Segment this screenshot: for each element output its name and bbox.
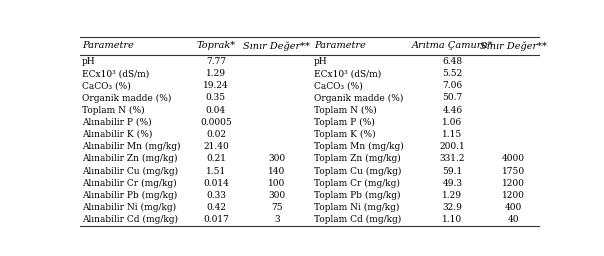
Text: 0.0005: 0.0005 bbox=[200, 118, 232, 127]
Text: Toplam Pb (mg/kg): Toplam Pb (mg/kg) bbox=[313, 191, 400, 200]
Text: 5.52: 5.52 bbox=[442, 69, 463, 78]
Text: Toprak*: Toprak* bbox=[196, 41, 236, 50]
Text: 400: 400 bbox=[504, 203, 522, 212]
Text: 0.33: 0.33 bbox=[206, 191, 226, 200]
Text: 1.29: 1.29 bbox=[206, 69, 226, 78]
Text: 19.24: 19.24 bbox=[203, 81, 229, 90]
Text: 21.40: 21.40 bbox=[203, 142, 229, 151]
Text: 32.9: 32.9 bbox=[442, 203, 462, 212]
Text: Toplam Mn (mg/kg): Toplam Mn (mg/kg) bbox=[313, 142, 403, 151]
Text: Parametre: Parametre bbox=[82, 41, 134, 50]
Text: 6.48: 6.48 bbox=[442, 57, 463, 66]
Text: Toplam Ni (mg/kg): Toplam Ni (mg/kg) bbox=[313, 203, 399, 212]
Text: 140: 140 bbox=[268, 167, 286, 176]
Text: Toplam Cu (mg/kg): Toplam Cu (mg/kg) bbox=[313, 166, 401, 176]
Text: ECx10³ (dS/m): ECx10³ (dS/m) bbox=[313, 69, 381, 78]
Text: 1.29: 1.29 bbox=[442, 191, 462, 200]
Text: 1750: 1750 bbox=[501, 167, 525, 176]
Text: 100: 100 bbox=[268, 179, 286, 188]
Text: 50.7: 50.7 bbox=[442, 93, 463, 102]
Text: Toplam N (%): Toplam N (%) bbox=[313, 106, 376, 115]
Text: 4.46: 4.46 bbox=[442, 106, 463, 115]
Text: Sınır Değer**: Sınır Değer** bbox=[480, 41, 547, 51]
Text: Alınabilir Cr (mg/kg): Alınabilir Cr (mg/kg) bbox=[82, 179, 177, 188]
Text: 7.77: 7.77 bbox=[206, 57, 226, 66]
Text: Alınabilir Cu (mg/kg): Alınabilir Cu (mg/kg) bbox=[82, 166, 178, 176]
Text: 0.42: 0.42 bbox=[206, 203, 226, 212]
Text: 0.017: 0.017 bbox=[203, 215, 229, 224]
Text: Parametre: Parametre bbox=[313, 41, 365, 50]
Text: Toplam Zn (mg/kg): Toplam Zn (mg/kg) bbox=[313, 154, 400, 163]
Text: ECx10³ (dS/m): ECx10³ (dS/m) bbox=[82, 69, 149, 78]
Text: Arıtma Çamuru*: Arıtma Çamuru* bbox=[411, 41, 493, 50]
Text: pH: pH bbox=[82, 57, 95, 66]
Text: Organik madde (%): Organik madde (%) bbox=[82, 93, 172, 103]
Text: Sınır Değer**: Sınır Değer** bbox=[243, 41, 310, 51]
Text: Toplam N (%): Toplam N (%) bbox=[82, 106, 145, 115]
Text: CaCO₃ (%): CaCO₃ (%) bbox=[82, 81, 131, 90]
Text: Alınabilir Pb (mg/kg): Alınabilir Pb (mg/kg) bbox=[82, 191, 178, 200]
Text: Toplam K (%): Toplam K (%) bbox=[313, 130, 376, 139]
Text: 7.06: 7.06 bbox=[442, 81, 463, 90]
Text: 0.014: 0.014 bbox=[203, 179, 229, 188]
Text: Alınabilir Mn (mg/kg): Alınabilir Mn (mg/kg) bbox=[82, 142, 181, 151]
Text: 1200: 1200 bbox=[502, 191, 525, 200]
Text: Alınabilir Ni (mg/kg): Alınabilir Ni (mg/kg) bbox=[82, 203, 176, 212]
Text: Toplam Cr (mg/kg): Toplam Cr (mg/kg) bbox=[313, 179, 400, 188]
Text: 40: 40 bbox=[507, 215, 519, 224]
Text: 200.1: 200.1 bbox=[440, 142, 465, 151]
Text: 1.10: 1.10 bbox=[442, 215, 463, 224]
Text: 300: 300 bbox=[268, 191, 285, 200]
Text: Organik madde (%): Organik madde (%) bbox=[313, 93, 403, 103]
Text: 331.2: 331.2 bbox=[440, 154, 465, 163]
Text: Alınabilir K (%): Alınabilir K (%) bbox=[82, 130, 152, 139]
Text: 1.51: 1.51 bbox=[206, 167, 226, 176]
Text: CaCO₃ (%): CaCO₃ (%) bbox=[313, 81, 362, 90]
Text: 0.02: 0.02 bbox=[206, 130, 226, 139]
Text: 75: 75 bbox=[271, 203, 283, 212]
Text: 49.3: 49.3 bbox=[442, 179, 462, 188]
Text: 1200: 1200 bbox=[502, 179, 525, 188]
Text: 3: 3 bbox=[274, 215, 280, 224]
Text: Toplam P (%): Toplam P (%) bbox=[313, 118, 374, 127]
Text: Alınabilir Cd (mg/kg): Alınabilir Cd (mg/kg) bbox=[82, 215, 178, 224]
Text: 1.06: 1.06 bbox=[442, 118, 463, 127]
Text: 0.04: 0.04 bbox=[206, 106, 226, 115]
Text: 1.15: 1.15 bbox=[442, 130, 463, 139]
Text: 4000: 4000 bbox=[502, 154, 525, 163]
Text: 59.1: 59.1 bbox=[442, 167, 463, 176]
Text: pH: pH bbox=[313, 57, 327, 66]
Text: 0.35: 0.35 bbox=[206, 93, 226, 102]
Text: Alınabilir P (%): Alınabilir P (%) bbox=[82, 118, 152, 127]
Text: 300: 300 bbox=[268, 154, 285, 163]
Text: Alınabilir Zn (mg/kg): Alınabilir Zn (mg/kg) bbox=[82, 154, 178, 163]
Text: 0.21: 0.21 bbox=[206, 154, 226, 163]
Text: Toplam Cd (mg/kg): Toplam Cd (mg/kg) bbox=[313, 215, 401, 224]
